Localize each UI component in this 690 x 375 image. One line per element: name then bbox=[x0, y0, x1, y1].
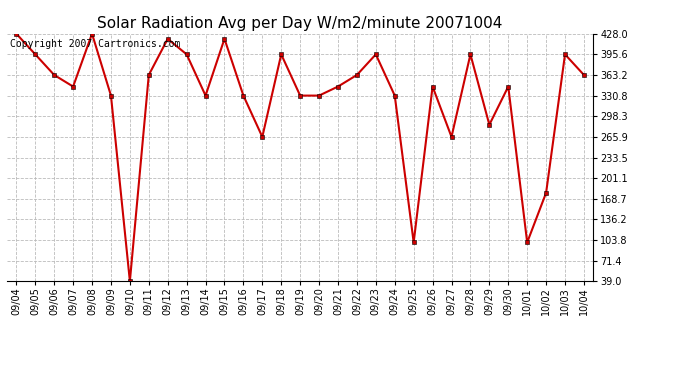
Title: Solar Radiation Avg per Day W/m2/minute 20071004: Solar Radiation Avg per Day W/m2/minute … bbox=[97, 16, 503, 31]
Text: Copyright 2007 Cartronics.com: Copyright 2007 Cartronics.com bbox=[10, 39, 180, 49]
